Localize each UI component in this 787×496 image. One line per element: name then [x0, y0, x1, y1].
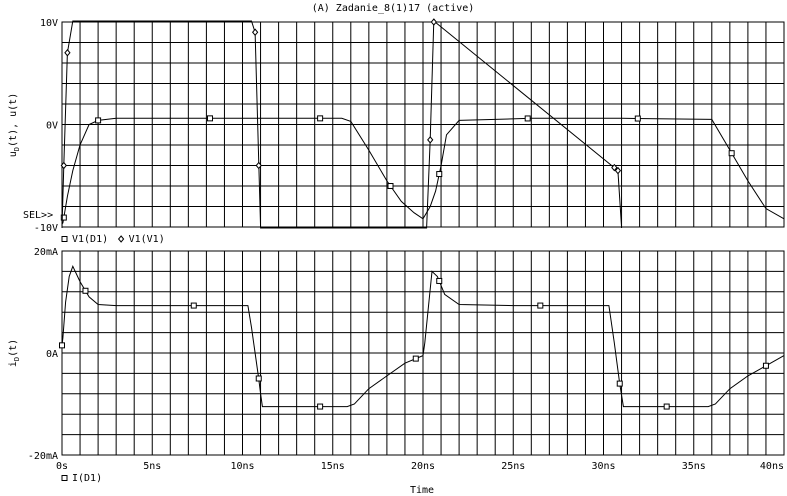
lower-y-axis-label-sub: D — [13, 357, 21, 361]
lower-y-tick-label: 20mA — [34, 247, 58, 258]
x-axis-label: Time — [410, 485, 434, 496]
upper-point-diamond — [64, 48, 71, 57]
lower-y-axis-label-base: i — [8, 361, 19, 367]
lower-point-square — [663, 403, 670, 410]
lower-y-axis-label-rest: (t) — [8, 339, 19, 357]
upper-point-square — [60, 214, 67, 221]
upper-point-square — [387, 183, 394, 189]
upper-series — [60, 18, 785, 229]
lower-plot-frame — [61, 250, 785, 456]
upper-point-diamond — [251, 28, 259, 37]
upper-point-diamond — [255, 161, 262, 170]
lower-y-axis-label: iD(t) — [8, 339, 21, 367]
upper-y-tick-label: 10V — [40, 18, 58, 29]
upper-y-axis-label: uD(t), u(t) — [8, 93, 21, 157]
upper-point-square — [317, 115, 324, 122]
x-tick-label: 25ns — [501, 461, 525, 472]
lower-point-square — [616, 380, 623, 387]
lower-point-square — [762, 362, 769, 369]
upper-y-axis-label-sub: D — [13, 147, 21, 151]
x-ticks: 0s 5ns 10ns 15ns 20ns 25ns 30ns 35ns 40ns — [56, 461, 784, 472]
x-tick-label: 15ns — [321, 461, 345, 472]
lower-point-square — [412, 355, 419, 362]
upper-legend: V1(D1) V1(V1) — [61, 234, 165, 245]
upper-point-diamond — [60, 161, 67, 170]
upper-legend-label: V1(D1) — [72, 234, 108, 245]
lower-chart: 20mA 0A -20mA 0s 5ns 10ns 15ns 20ns 25ns 30ns 35n… — [8, 247, 785, 496]
x-tick-label: 5ns — [143, 461, 161, 472]
upper-point-diamond — [430, 18, 437, 26]
upper-point-diamond — [611, 163, 618, 172]
lower-legend-square-icon — [61, 475, 68, 481]
x-tick-label: 35ns — [682, 461, 706, 472]
lower-point-square — [59, 342, 65, 349]
upper-legend-diamond-icon — [117, 235, 125, 243]
upper-series-line-v1-v1- — [61, 19, 623, 229]
lower-point-square — [190, 302, 197, 309]
upper-point-diamond — [427, 136, 434, 144]
upper-y-axis-label-rest: (t), u(t) — [8, 93, 19, 147]
x-tick-label: 40ns — [760, 461, 784, 472]
upper-point-square — [436, 171, 443, 178]
upper-legend-square-icon — [61, 236, 68, 242]
upper-point-square — [524, 115, 531, 122]
x-tick-label: 30ns — [591, 461, 615, 472]
x-tick-label: 0s — [56, 461, 68, 472]
x-tick-label: 20ns — [411, 461, 435, 472]
lower-series — [59, 264, 785, 410]
upper-point-square — [207, 115, 214, 122]
lower-point-square — [82, 287, 89, 294]
x-tick-label: 10ns — [230, 461, 254, 472]
window-title: (A) Zadanie_8(1)17 (active) — [312, 3, 475, 14]
lower-point-square — [317, 403, 324, 410]
lower-grid — [62, 251, 784, 455]
lower-y-tick-label: 0A — [46, 349, 58, 360]
sel-marker: SEL>> — [23, 210, 53, 221]
lower-y-tick-label: -20mA — [28, 451, 58, 462]
upper-point-diamond — [614, 166, 622, 175]
upper-chart: 10V 0V -10V SEL>> uD(t), u(t) V1(D1) V1(V1) — [8, 18, 785, 245]
lower-legend-label: I(D1) — [72, 473, 102, 484]
lower-point-square — [255, 375, 262, 382]
upper-y-tick-label: 0V — [46, 121, 58, 132]
lower-legend: I(D1) — [61, 473, 102, 484]
upper-point-square — [728, 150, 735, 157]
upper-legend-label: V1(V1) — [129, 234, 165, 245]
lower-point-square — [537, 302, 544, 309]
lower-series-line-i-d1- — [61, 264, 785, 408]
upper-plot-frame — [61, 21, 785, 228]
upper-y-tick-label: -10V — [34, 223, 58, 234]
lower-y-ticks: 20mA 0A -20mA — [28, 247, 58, 462]
upper-y-ticks: 10V 0V -10V — [34, 18, 58, 234]
upper-point-square — [634, 115, 641, 122]
upper-grid — [62, 22, 784, 227]
lower-point-square — [436, 277, 443, 284]
upper-point-square — [95, 117, 102, 124]
upper-y-axis-label-base: u — [8, 151, 19, 157]
